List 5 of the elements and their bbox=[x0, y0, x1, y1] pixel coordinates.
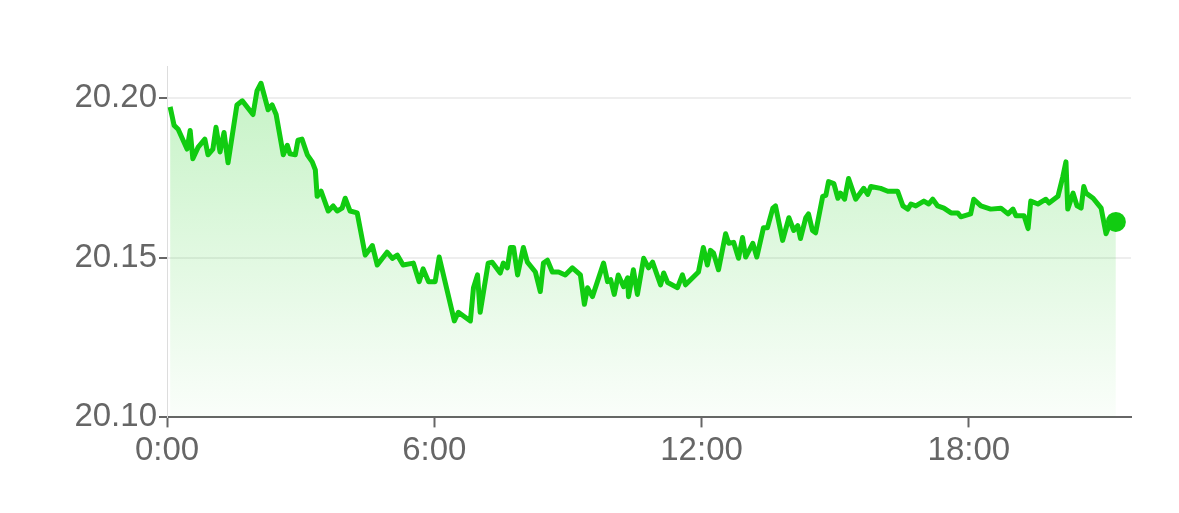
x-tick-label: 6:00 bbox=[402, 430, 467, 468]
x-tick-label: 18:00 bbox=[927, 430, 1011, 468]
y-tick-label: 20.20 bbox=[74, 77, 157, 115]
x-tick-label: 12:00 bbox=[660, 430, 743, 468]
y-tick-label: 20.15 bbox=[74, 236, 157, 274]
